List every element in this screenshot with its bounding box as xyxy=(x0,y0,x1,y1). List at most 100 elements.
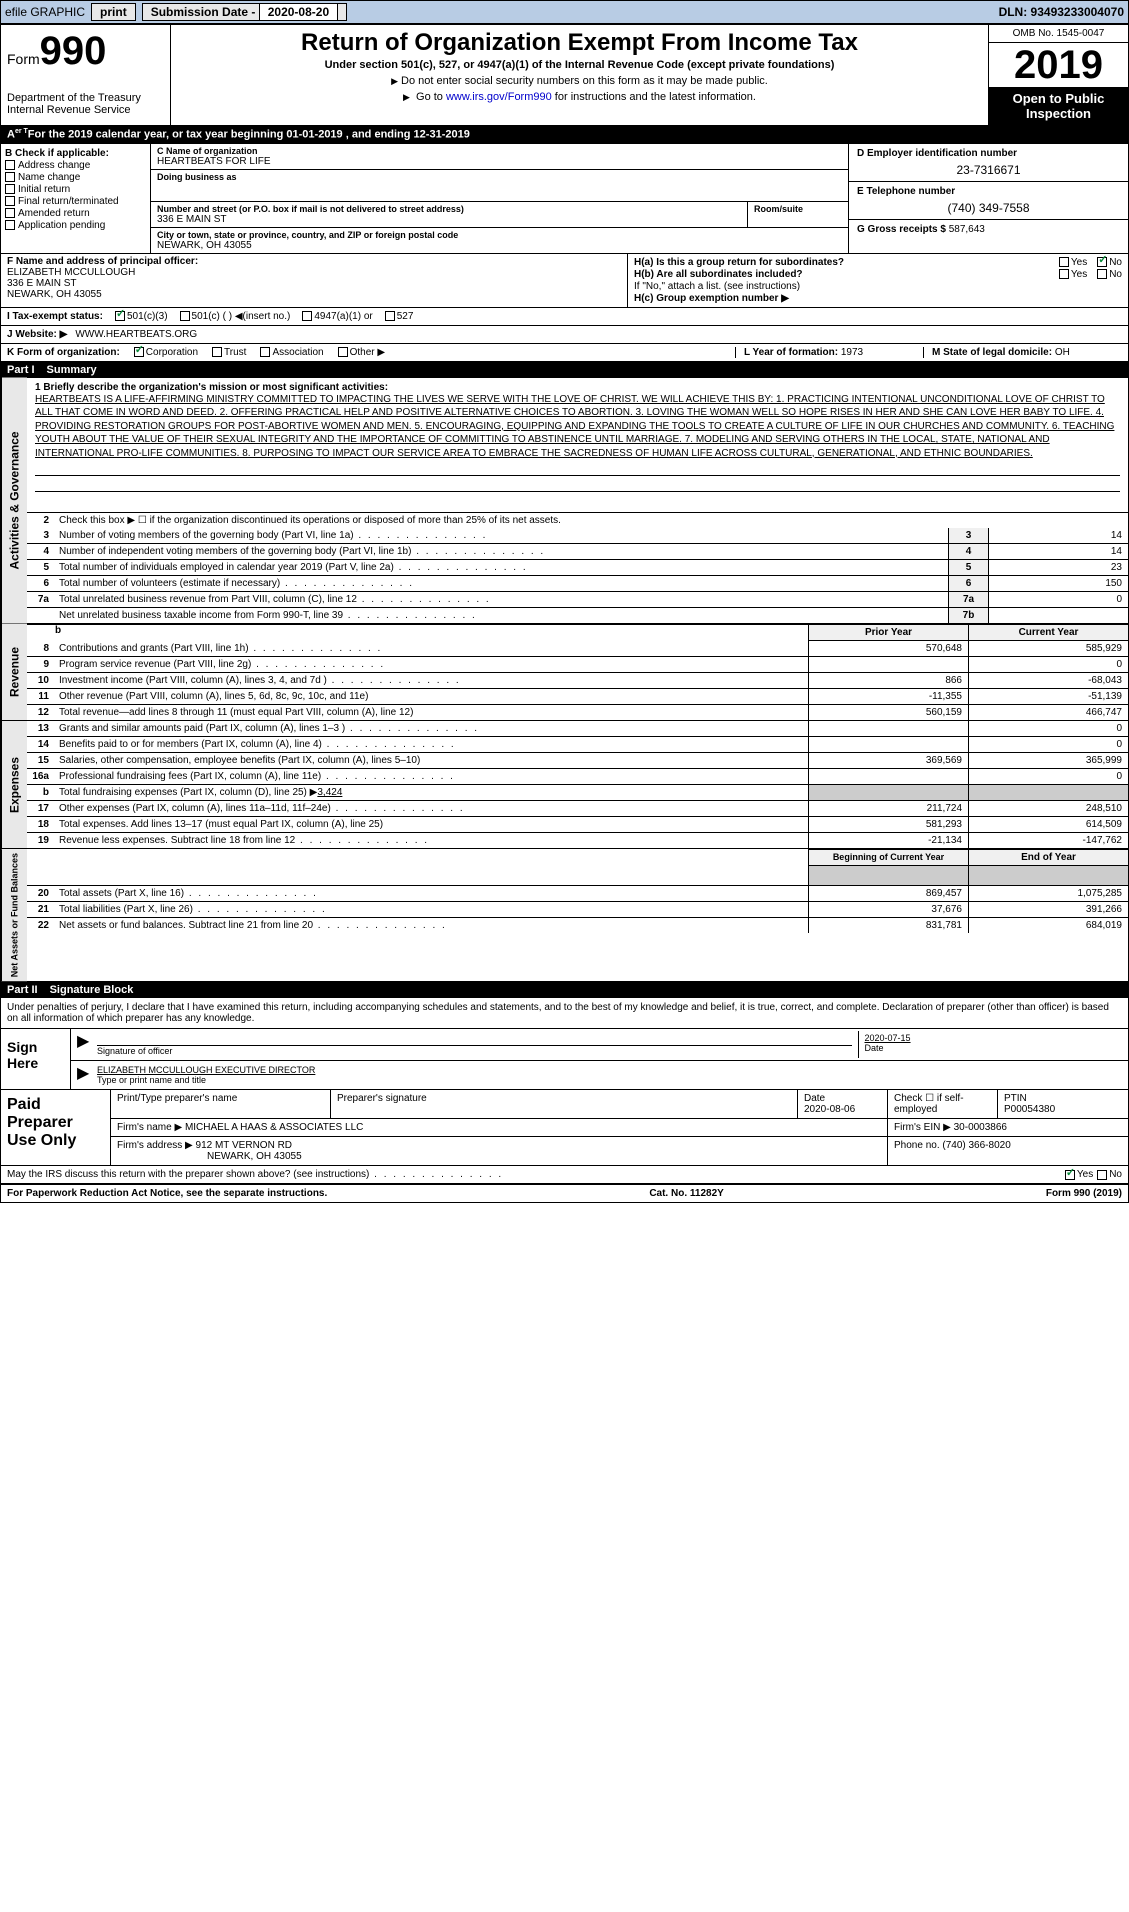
line-18-current: 614,509 xyxy=(968,817,1128,832)
box-f: F Name and address of principal officer:… xyxy=(1,254,628,307)
line-18-prior: 581,293 xyxy=(808,817,968,832)
dba-cell: Doing business as xyxy=(151,170,848,202)
phone-cell: E Telephone number (740) 349-7558 xyxy=(849,182,1128,220)
ha-no[interactable]: No xyxy=(1097,257,1122,268)
period-row: Aer TFor the 2019 calendar year, or tax … xyxy=(1,126,1128,144)
header-row: Form990 Department of the Treasury Inter… xyxy=(1,25,1128,126)
activities-content: 1 Briefly describe the organization's mi… xyxy=(27,378,1128,624)
box-c: C Name of organization HEARTBEATS FOR LI… xyxy=(151,144,848,253)
hb-no[interactable]: No xyxy=(1097,269,1122,280)
checkbox-icon xyxy=(260,347,270,357)
checkbox-icon xyxy=(5,160,15,170)
paid-preparer-section: Paid Preparer Use Only Print/Type prepar… xyxy=(1,1090,1128,1166)
checkbox-checked-icon xyxy=(134,347,144,357)
self-employed-check[interactable]: Check ☐ if self-employed xyxy=(888,1090,998,1118)
ptin-value: P00054380 xyxy=(1004,1104,1055,1115)
submission-date-value: 2020-08-20 xyxy=(259,3,338,21)
print-button[interactable]: print xyxy=(91,3,136,21)
paid-preparer-content: Print/Type preparer's name Preparer's si… xyxy=(111,1090,1128,1165)
line-13: 13Grants and similar amounts paid (Part … xyxy=(27,721,1128,737)
line-16a: 16aProfessional fundraising fees (Part I… xyxy=(27,769,1128,785)
check-amended-return[interactable]: Amended return xyxy=(5,208,146,219)
officer-name-line: ▶ ELIZABETH MCCULLOUGH EXECUTIVE DIRECTO… xyxy=(71,1061,1128,1089)
side-label-net-assets: Net Assets or Fund Balances xyxy=(1,849,27,981)
officer-name: ELIZABETH MCCULLOUGH xyxy=(7,267,621,278)
line-11-prior: -11,355 xyxy=(808,689,968,704)
check-final-return[interactable]: Final return/terminated xyxy=(5,196,146,207)
sign-here-row: Sign Here ▶ Signature of officer 2020-07… xyxy=(1,1029,1128,1090)
line-4: 4 Number of independent voting members o… xyxy=(27,544,1128,560)
tax-exempt-status-row: I Tax-exempt status: 501(c)(3) 501(c) ( … xyxy=(1,308,1128,326)
checkbox-icon xyxy=(5,184,15,194)
line-21-beg: 37,676 xyxy=(808,902,968,917)
k-trust[interactable]: Trust xyxy=(212,347,246,358)
firm-addr2: NEWARK, OH 43055 xyxy=(207,1151,302,1162)
line-13-current: 0 xyxy=(968,721,1128,736)
arrow-icon: ▶ xyxy=(77,1031,91,1058)
checkbox-icon xyxy=(1097,1170,1107,1180)
line-7a: 7a Total unrelated business revenue from… xyxy=(27,592,1128,608)
status-501c3[interactable]: 501(c)(3) xyxy=(115,311,168,322)
line-21-end: 391,266 xyxy=(968,902,1128,917)
line-20: 20Total assets (Part X, line 16) 869,457… xyxy=(27,886,1128,902)
line-20-beg: 869,457 xyxy=(808,886,968,901)
expenses-section: Expenses 13Grants and similar amounts pa… xyxy=(1,721,1128,849)
irs-label: Internal Revenue Service xyxy=(7,104,164,116)
status-527[interactable]: 527 xyxy=(385,311,414,322)
k-corporation[interactable]: Corporation xyxy=(134,347,198,358)
side-label-activities: Activities & Governance xyxy=(1,378,27,624)
box-h: H(a) Is this a group return for subordin… xyxy=(628,254,1128,307)
blank-line xyxy=(35,480,1120,492)
gross-receipts-value: 587,643 xyxy=(949,224,985,235)
k-l-m-row: K Form of organization: Corporation Trus… xyxy=(1,344,1128,362)
irs-gov-link[interactable]: www.irs.gov/Form990 xyxy=(446,91,552,103)
line-4-value: 14 xyxy=(988,544,1128,559)
checkbox-icon xyxy=(212,347,222,357)
line-10-current: -68,043 xyxy=(968,673,1128,688)
line-16a-current: 0 xyxy=(968,769,1128,784)
line-8-current: 585,929 xyxy=(968,641,1128,656)
form-number: Form990 xyxy=(7,29,164,74)
prior-current-header: b Prior Year Current Year xyxy=(27,624,1128,641)
goto-link-line: Go to www.irs.gov/Form990 for instructio… xyxy=(179,91,980,103)
box-d-e-g: D Employer identification number 23-7316… xyxy=(848,144,1128,253)
status-501c[interactable]: 501(c) ( ) ◀(insert no.) xyxy=(180,311,291,322)
h-b-note: If "No," attach a list. (see instruction… xyxy=(634,281,1122,292)
checkbox-icon xyxy=(180,311,190,321)
line-7b-value xyxy=(988,608,1128,623)
year-formation: 1973 xyxy=(841,347,863,358)
discuss-yes[interactable]: Yes xyxy=(1065,1169,1093,1180)
form-title: Return of Organization Exempt From Incom… xyxy=(179,29,980,57)
k-association[interactable]: Association xyxy=(260,347,323,358)
boxes-b-c-d: B Check if applicable: Address change Na… xyxy=(1,144,1128,254)
ein-value: 23-7316671 xyxy=(857,163,1120,177)
line-9-prior xyxy=(808,657,968,672)
line-6: 6 Total number of volunteers (estimate i… xyxy=(27,576,1128,592)
ha-yes[interactable]: Yes xyxy=(1059,257,1087,268)
check-application-pending[interactable]: Application pending xyxy=(5,220,146,231)
paid-preparer-label: Paid Preparer Use Only xyxy=(1,1090,111,1165)
street-cell: Number and street (or P.O. box if mail i… xyxy=(151,202,748,228)
k-other[interactable]: Other ▶ xyxy=(338,347,385,358)
phone-value: (740) 349-7558 xyxy=(857,201,1120,215)
prep-date: 2020-08-06 xyxy=(804,1104,855,1115)
line-10: 10Investment income (Part VIII, column (… xyxy=(27,673,1128,689)
line-20-end: 1,075,285 xyxy=(968,886,1128,901)
line-12-current: 466,747 xyxy=(968,705,1128,720)
check-name-change[interactable]: Name change xyxy=(5,172,146,183)
header-middle: Return of Organization Exempt From Incom… xyxy=(171,25,988,125)
dept-treasury: Department of the Treasury xyxy=(7,92,164,104)
sign-here-content: ▶ Signature of officer 2020-07-15 Date ▶… xyxy=(71,1029,1128,1089)
check-initial-return[interactable]: Initial return xyxy=(5,184,146,195)
h-a-line: H(a) Is this a group return for subordin… xyxy=(634,257,1122,268)
discuss-no[interactable]: No xyxy=(1097,1169,1122,1180)
firm-phone: (740) 366-8020 xyxy=(942,1140,1010,1151)
catalog-number: Cat. No. 11282Y xyxy=(649,1188,723,1199)
status-4947[interactable]: 4947(a)(1) or xyxy=(302,311,372,322)
hb-yes[interactable]: Yes xyxy=(1059,269,1087,280)
box-k: K Form of organization: Corporation Trus… xyxy=(7,347,736,358)
expenses-content: 13Grants and similar amounts paid (Part … xyxy=(27,721,1128,848)
check-address-change[interactable]: Address change xyxy=(5,160,146,171)
line-22-end: 684,019 xyxy=(968,918,1128,933)
discuss-row: May the IRS discuss this return with the… xyxy=(1,1166,1128,1185)
